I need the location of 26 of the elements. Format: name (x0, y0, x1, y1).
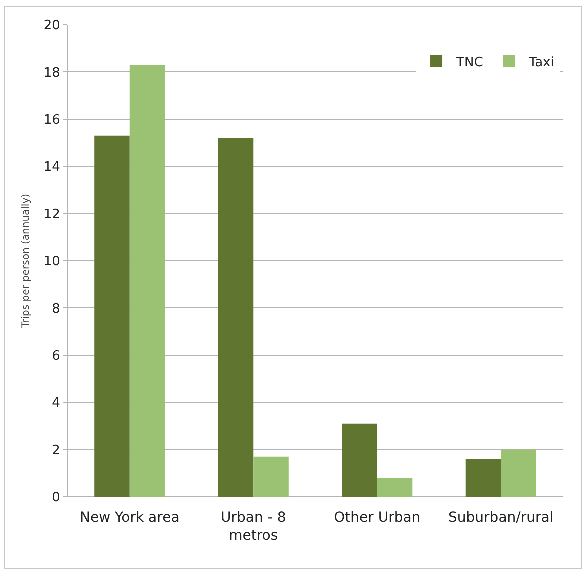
y-tick-label: 8 (52, 302, 60, 317)
y-tick-label: 4 (52, 396, 60, 412)
y-tick-label: 18 (44, 66, 60, 81)
bar (218, 138, 254, 497)
bar (501, 450, 536, 497)
bar (466, 459, 502, 497)
y-axis-title: Trips per person (annually) (20, 194, 32, 330)
x-tick-label: New York area (80, 510, 180, 526)
y-tick-label: 10 (44, 254, 60, 270)
y-tick-label: 12 (44, 207, 60, 222)
y-tick-label: 2 (52, 443, 60, 458)
bar (377, 478, 413, 497)
bar (342, 424, 378, 497)
legend-label: TNC (456, 55, 484, 70)
y-tick-label: 6 (52, 348, 60, 364)
bar (130, 65, 166, 497)
y-tick-label: 16 (44, 112, 60, 128)
y-tick-label: 14 (44, 160, 60, 176)
x-tick-label: Other Urban (334, 510, 421, 526)
bar (94, 136, 130, 497)
x-tick-label: Suburban/rural (448, 510, 554, 526)
y-tick-label: 0 (52, 490, 60, 506)
bar (254, 456, 289, 497)
x-tick-label: Urban - 8 metros (221, 510, 286, 544)
y-tick-label: 20 (44, 18, 60, 34)
legend-label: Taxi (528, 55, 554, 70)
